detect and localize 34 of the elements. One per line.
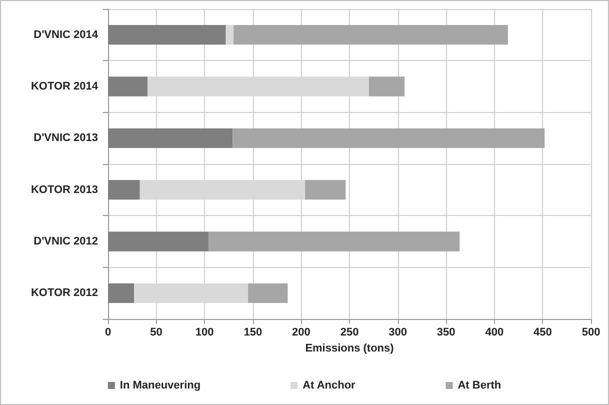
bar bbox=[108, 25, 226, 45]
bar bbox=[108, 232, 208, 252]
x-tick-label: 200 bbox=[292, 326, 310, 338]
bar bbox=[232, 128, 545, 148]
x-tick-label: 0 bbox=[104, 326, 112, 338]
x-tick-label: 400 bbox=[485, 326, 504, 338]
x-tick-label: 50 bbox=[150, 326, 162, 338]
x-tick-label: 500 bbox=[582, 326, 600, 338]
legend-label: At Anchor bbox=[302, 380, 356, 392]
legend-label: In Maneuvering bbox=[120, 380, 201, 392]
bar bbox=[108, 128, 233, 148]
bar bbox=[226, 25, 234, 45]
x-tick-label: 150 bbox=[244, 326, 262, 338]
x-tick-label: 100 bbox=[195, 326, 214, 338]
y-tick-label: KOTOR 2014 bbox=[30, 80, 99, 92]
y-tick-label: D'VNIC 2013 bbox=[34, 132, 98, 144]
x-tick-label: 300 bbox=[388, 326, 407, 338]
legend-label: At Berth bbox=[458, 380, 502, 392]
y-tick-label: D'VNIC 2014 bbox=[34, 28, 99, 41]
bar bbox=[208, 232, 460, 252]
x-tick-label: 350 bbox=[436, 326, 456, 338]
x-tick-label: 450 bbox=[534, 326, 552, 338]
bar bbox=[248, 283, 288, 303]
x-axis-title: Emissions (tons) bbox=[305, 342, 394, 354]
y-tick-label: KOTOR 2013 bbox=[30, 184, 98, 196]
x-tick-label: 250 bbox=[340, 326, 359, 338]
bar bbox=[108, 283, 134, 303]
bar bbox=[305, 180, 346, 200]
bar bbox=[234, 25, 508, 45]
y-tick-label: D'VNIC 2012 bbox=[34, 236, 98, 248]
y-tick-label: KOTOR 2012 bbox=[30, 287, 98, 300]
bar bbox=[108, 180, 140, 200]
bar bbox=[368, 76, 405, 96]
bar bbox=[108, 76, 148, 96]
